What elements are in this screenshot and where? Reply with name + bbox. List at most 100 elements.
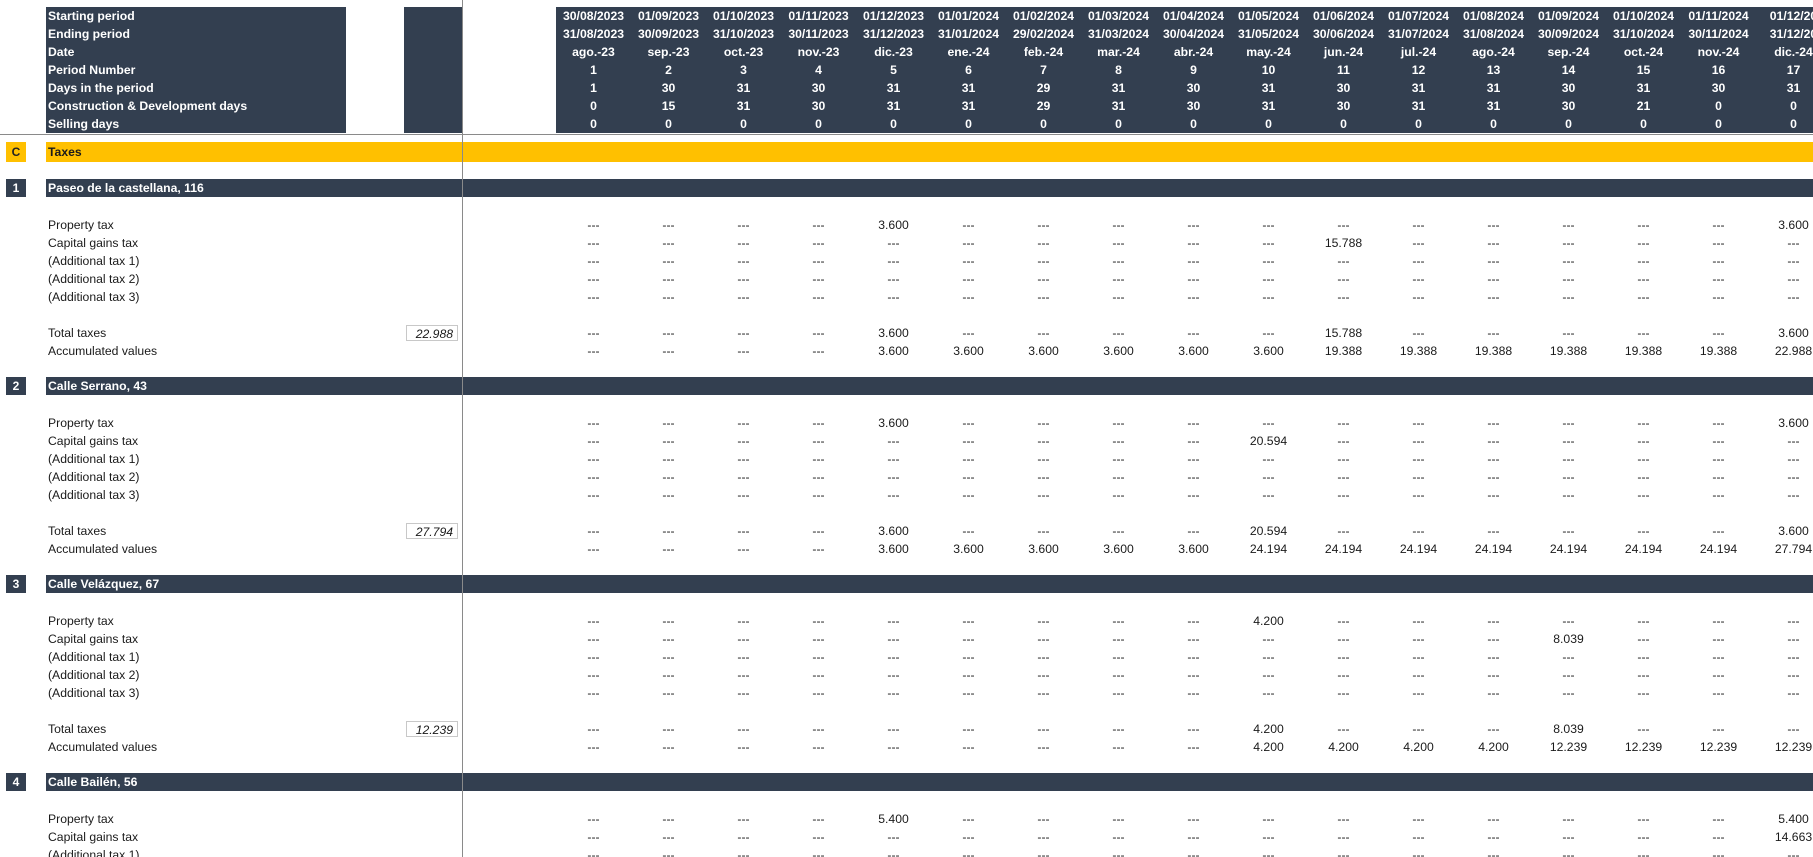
value-cell[interactable]: --- xyxy=(887,722,900,736)
header-cell[interactable]: dic.-23 xyxy=(874,45,913,59)
header-cell[interactable]: ago.-23 xyxy=(572,45,615,59)
value-cell[interactable]: --- xyxy=(812,830,825,844)
header-cell[interactable]: 6 xyxy=(965,63,972,77)
value-cell[interactable]: --- xyxy=(1187,452,1200,466)
value-cell[interactable]: --- xyxy=(1487,434,1500,448)
value-cell[interactable]: --- xyxy=(887,434,900,448)
value-cell[interactable]: --- xyxy=(1487,722,1500,736)
value-cell[interactable]: --- xyxy=(1712,812,1725,826)
value-cell[interactable]: 27.794 xyxy=(1774,542,1813,556)
value-cell[interactable]: --- xyxy=(1487,848,1500,857)
value-cell[interactable]: --- xyxy=(1262,686,1275,700)
value-cell[interactable]: --- xyxy=(962,524,975,538)
value-cell[interactable]: --- xyxy=(1187,488,1200,502)
header-cell[interactable]: sep.-23 xyxy=(647,45,690,59)
property-marker[interactable]: 3 xyxy=(6,575,26,593)
header-cell[interactable]: 01/12/2023 xyxy=(863,9,924,23)
header-cell[interactable]: 30 xyxy=(1711,81,1726,95)
value-cell[interactable]: --- xyxy=(1112,416,1125,430)
value-cell[interactable]: --- xyxy=(962,650,975,664)
value-cell[interactable]: --- xyxy=(1337,452,1350,466)
value-cell[interactable]: --- xyxy=(1787,236,1800,250)
header-cell[interactable]: 01/06/2024 xyxy=(1313,9,1374,23)
value-cell[interactable]: --- xyxy=(587,650,600,664)
header-cell[interactable]: ago.-24 xyxy=(1472,45,1515,59)
value-cell[interactable]: --- xyxy=(1412,812,1425,826)
value-cell[interactable]: --- xyxy=(1487,470,1500,484)
header-cell[interactable]: 01/10/2023 xyxy=(713,9,774,23)
header-cell[interactable]: 30 xyxy=(1336,81,1351,95)
value-cell[interactable]: --- xyxy=(887,848,900,857)
value-cell[interactable]: --- xyxy=(587,218,600,232)
value-cell[interactable]: --- xyxy=(962,236,975,250)
header-cell[interactable]: 0 xyxy=(590,117,597,131)
value-cell[interactable]: --- xyxy=(812,434,825,448)
value-cell[interactable]: --- xyxy=(1187,290,1200,304)
header-cell[interactable]: 31 xyxy=(886,99,901,113)
value-cell[interactable]: --- xyxy=(1262,848,1275,857)
header-row-label[interactable]: Date xyxy=(46,43,346,61)
value-cell[interactable]: --- xyxy=(587,488,600,502)
header-spacer-cell[interactable] xyxy=(404,7,462,25)
value-cell[interactable]: --- xyxy=(887,830,900,844)
value-cell[interactable]: --- xyxy=(1787,290,1800,304)
header-cell[interactable]: 15 xyxy=(661,99,676,113)
value-cell[interactable]: --- xyxy=(737,236,750,250)
value-cell[interactable]: --- xyxy=(812,236,825,250)
value-cell[interactable]: 24.194 xyxy=(1624,542,1663,556)
value-cell[interactable]: --- xyxy=(887,740,900,754)
value-cell[interactable]: --- xyxy=(1112,272,1125,286)
value-cell[interactable]: 5.400 xyxy=(1778,812,1809,826)
header-row-label[interactable]: Period Number xyxy=(46,61,346,79)
value-cell[interactable]: --- xyxy=(1637,812,1650,826)
value-cell[interactable]: --- xyxy=(1562,812,1575,826)
value-cell[interactable]: --- xyxy=(962,686,975,700)
value-cell[interactable]: --- xyxy=(1262,416,1275,430)
value-cell[interactable]: --- xyxy=(1412,236,1425,250)
property-header[interactable]: Calle Velázquez, 67 xyxy=(46,575,1813,593)
tax-row-label[interactable]: Property tax xyxy=(48,218,114,232)
value-cell[interactable]: --- xyxy=(1712,686,1725,700)
value-cell[interactable]: --- xyxy=(1037,740,1050,754)
value-cell[interactable]: 12.239 xyxy=(1549,740,1588,754)
value-cell[interactable]: --- xyxy=(1412,488,1425,502)
header-cell[interactable]: 13 xyxy=(1486,63,1501,77)
value-cell[interactable]: --- xyxy=(887,272,900,286)
value-cell[interactable]: --- xyxy=(962,632,975,646)
header-cell[interactable]: 01/07/2024 xyxy=(1388,9,1449,23)
value-cell[interactable]: --- xyxy=(1562,848,1575,857)
value-cell[interactable]: --- xyxy=(587,470,600,484)
header-cell[interactable]: oct.-23 xyxy=(723,45,764,59)
value-cell[interactable]: --- xyxy=(962,830,975,844)
value-cell[interactable]: --- xyxy=(1412,434,1425,448)
value-cell[interactable]: --- xyxy=(1112,326,1125,340)
header-cell[interactable]: 30/04/2024 xyxy=(1163,27,1224,41)
value-cell[interactable]: --- xyxy=(1187,632,1200,646)
value-cell[interactable]: --- xyxy=(1637,254,1650,268)
header-cell[interactable]: 01/12/20 xyxy=(1769,9,1813,23)
value-cell[interactable]: --- xyxy=(1112,254,1125,268)
value-cell[interactable]: --- xyxy=(1112,434,1125,448)
header-cell[interactable]: 31 xyxy=(1636,81,1651,95)
value-cell[interactable]: --- xyxy=(1562,668,1575,682)
header-cell[interactable]: 31 xyxy=(736,99,751,113)
header-spacer-cell[interactable] xyxy=(404,43,462,61)
value-cell[interactable]: 20.594 xyxy=(1249,434,1288,448)
header-cell[interactable]: 0 xyxy=(1715,99,1722,113)
value-cell[interactable]: --- xyxy=(1187,236,1200,250)
section-marker[interactable]: C xyxy=(6,142,26,162)
header-cell[interactable]: 31/10/2024 xyxy=(1613,27,1674,41)
value-cell[interactable]: --- xyxy=(887,488,900,502)
value-cell[interactable]: --- xyxy=(1712,416,1725,430)
header-cell[interactable]: 30/06/2024 xyxy=(1313,27,1374,41)
value-cell[interactable]: --- xyxy=(1487,650,1500,664)
tax-row-label[interactable]: (Additional tax 1) xyxy=(48,452,140,466)
value-cell[interactable]: --- xyxy=(1112,218,1125,232)
value-cell[interactable]: --- xyxy=(1262,254,1275,268)
tax-row-label[interactable]: (Additional tax 3) xyxy=(48,686,140,700)
value-cell[interactable]: --- xyxy=(1262,650,1275,664)
value-cell[interactable]: --- xyxy=(1412,668,1425,682)
value-cell[interactable]: --- xyxy=(1187,470,1200,484)
value-cell[interactable]: 19.388 xyxy=(1699,344,1738,358)
value-cell[interactable]: --- xyxy=(662,452,675,466)
